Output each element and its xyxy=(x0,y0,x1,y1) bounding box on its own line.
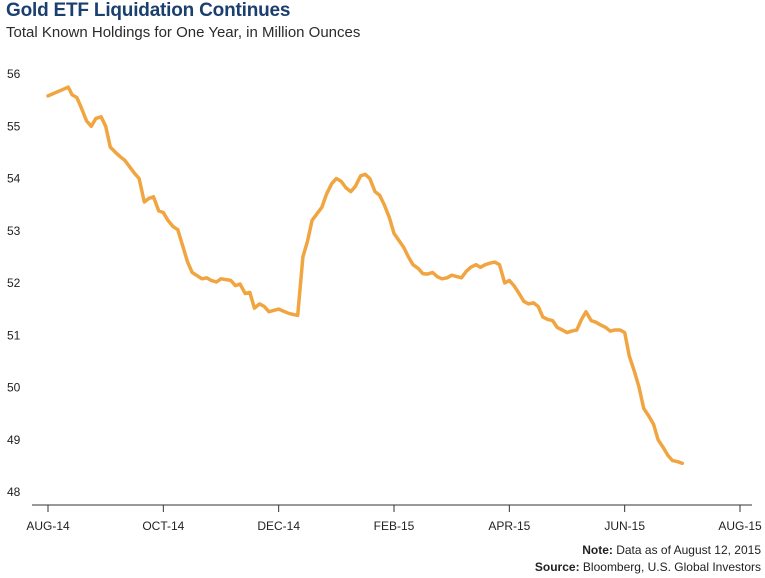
y-axis: 48 49 50 51 52 53 54 55 56 xyxy=(7,67,21,499)
x-axis: AUG-14 OCT-14 DEC-14 FEB-15 APR-15 JUN-15 AUG-… xyxy=(26,504,762,533)
y-tick-label: 52 xyxy=(7,276,21,290)
source-label: Source: xyxy=(534,560,580,574)
y-tick-label: 53 xyxy=(7,224,21,238)
chart-source: Source: Bloomberg, U.S. Global Investors xyxy=(535,560,761,574)
note-label: Note: xyxy=(582,543,613,557)
y-tick-label: 51 xyxy=(7,328,21,342)
y-tick-label: 48 xyxy=(7,485,21,499)
chart-note: Note: Data as of August 12, 2015 xyxy=(582,543,761,557)
x-tick-label: APR-15 xyxy=(488,519,530,533)
y-tick-label: 55 xyxy=(7,119,21,133)
x-tick-label: DEC-14 xyxy=(257,519,300,533)
chart-title: Gold ETF Liquidation Continues xyxy=(6,0,291,21)
source-text: Bloomberg, U.S. Global Investors xyxy=(582,560,761,574)
x-tick-label: JUN-15 xyxy=(604,519,645,533)
x-tick-label: FEB-15 xyxy=(374,519,415,533)
y-tick-label: 54 xyxy=(7,172,21,186)
x-tick-label: OCT-14 xyxy=(142,519,184,533)
chart-subtitle: Total Known Holdings for One Year, in Mi… xyxy=(6,24,361,41)
y-tick-label: 56 xyxy=(7,67,21,81)
y-tick-label: 49 xyxy=(7,433,21,447)
note-text: Data as of August 12, 2015 xyxy=(616,543,761,557)
x-tick-label: AUG-15 xyxy=(718,519,762,533)
y-tick-label: 50 xyxy=(7,381,21,395)
x-tick-label: AUG-14 xyxy=(26,519,70,533)
series-group xyxy=(46,85,685,466)
series-line-0 xyxy=(46,85,685,466)
